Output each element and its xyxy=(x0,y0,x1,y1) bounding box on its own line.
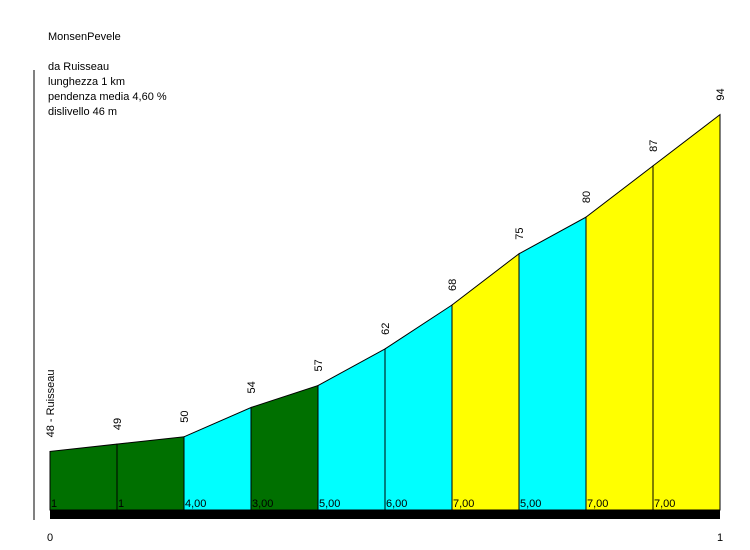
elevation-label-9: 87 xyxy=(648,140,660,152)
climb-length: lunghezza 1 km xyxy=(48,76,126,88)
gradient-label-0: 1 xyxy=(51,498,57,510)
gradient-label-3: 3,00 xyxy=(252,498,273,510)
gradient-label-9: 7,00 xyxy=(654,498,675,510)
climb-start: da Ruisseau xyxy=(48,61,110,73)
segment-7 xyxy=(518,216,587,511)
gradient-label-7: 5,00 xyxy=(520,498,541,510)
segment-9 xyxy=(652,113,721,511)
segment-6 xyxy=(451,252,520,511)
x-tick-label-1: 1 xyxy=(717,532,723,544)
segment-5 xyxy=(384,304,453,511)
climb-info: MonsenPevele da Ruisseau lunghezza 1 km … xyxy=(48,30,167,120)
climb-avg-gradient: pendenza media 4,60 % xyxy=(48,91,167,103)
gradient-labels-group: 1 1 4,00 3,00 5,00 6,00 7,00 5,00 7,00 7,00 xyxy=(51,498,675,510)
segment-4 xyxy=(317,348,386,511)
gradient-label-1: 1 xyxy=(118,498,124,510)
climb-name: MonsenPevele xyxy=(48,31,121,43)
segment-1 xyxy=(116,436,185,511)
elevation-label-7: 75 xyxy=(514,228,526,240)
segment-2 xyxy=(183,406,252,511)
elevation-label-10: 94 xyxy=(715,88,727,100)
x-tick-label-0: 0 xyxy=(47,532,53,544)
segment-0 xyxy=(49,443,118,511)
distance-bar xyxy=(50,510,720,519)
gradient-label-8: 7,00 xyxy=(587,498,608,510)
elevation-label-3: 54 xyxy=(246,381,258,393)
gradient-label-2: 4,00 xyxy=(185,498,206,510)
elevation-label-6: 68 xyxy=(447,279,459,291)
elevation-label-8: 80 xyxy=(581,191,593,203)
segment-3 xyxy=(250,384,319,511)
gradient-label-6: 7,00 xyxy=(453,498,474,510)
gradient-label-4: 5,00 xyxy=(319,498,340,510)
elevation-label-4: 57 xyxy=(313,359,325,371)
gradient-label-5: 6,00 xyxy=(386,498,407,510)
elevation-label-2: 50 xyxy=(179,411,191,423)
segment-8 xyxy=(585,164,654,511)
climb-elevation-gain: dislivello 46 m xyxy=(48,106,118,118)
elevation-label-5: 62 xyxy=(380,323,392,335)
elevation-label-1: 49 xyxy=(112,418,124,430)
elevation-label-0: 48 - Ruisseau xyxy=(45,370,57,438)
segments-group xyxy=(49,113,721,511)
elevation-labels-group: 48 - Ruisseau 49 50 54 57 62 68 75 80 87 94 xyxy=(45,88,727,437)
